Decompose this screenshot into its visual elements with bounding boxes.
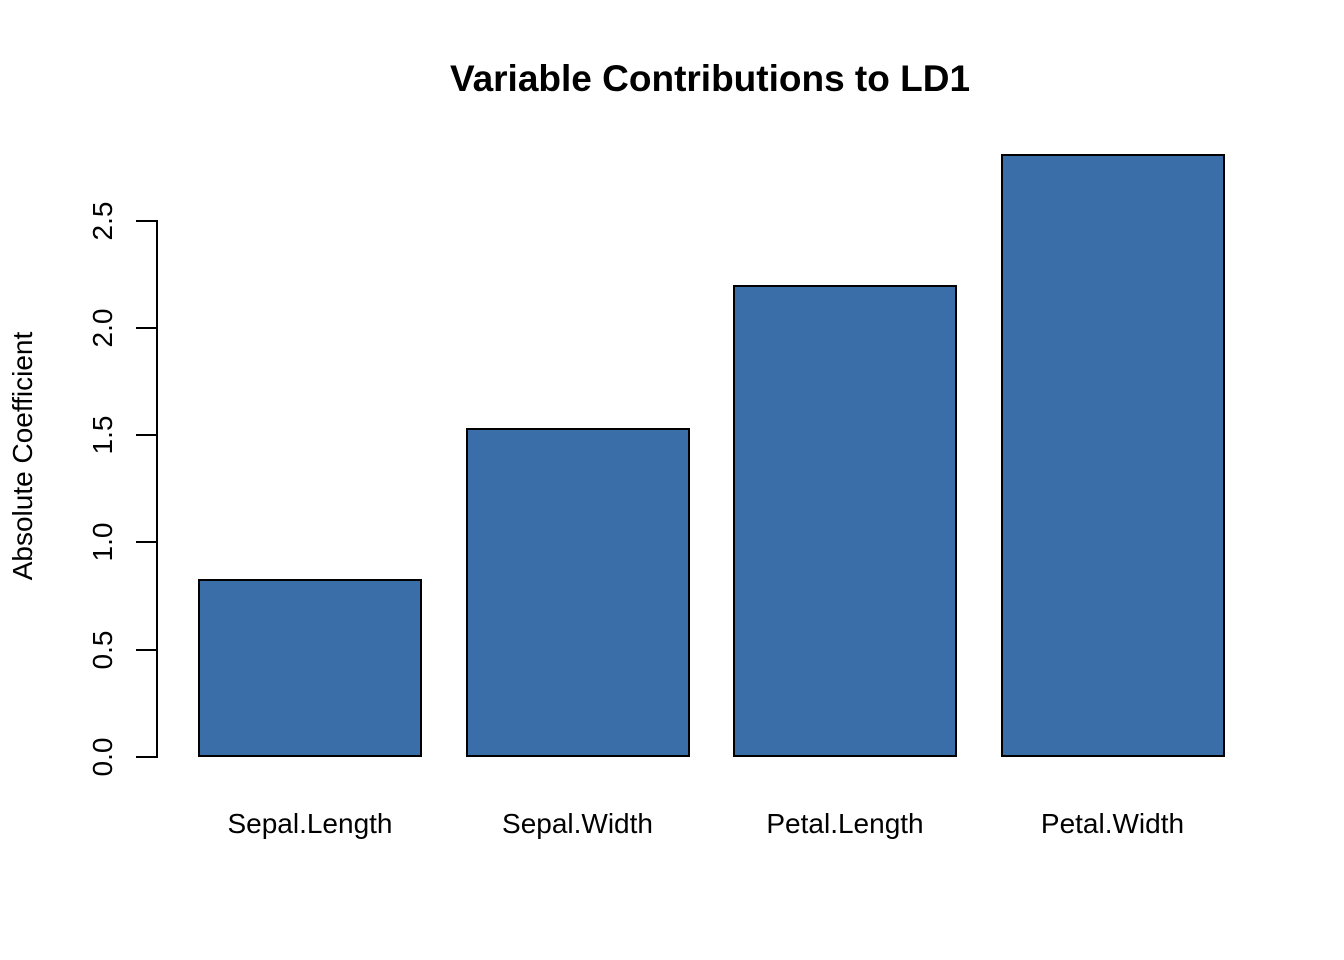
x-axis-label-petal-length: Petal.Length (766, 808, 924, 839)
y-axis-tick-label: 1.5 (87, 415, 118, 455)
y-axis-tick-label: 1.0 (87, 522, 118, 562)
y-axis-tick (136, 756, 156, 758)
x-axis-label-petal-width: Petal.Width (1040, 808, 1185, 839)
y-axis-tick (136, 326, 156, 329)
y-axis-tick (136, 219, 156, 222)
y-axis-tick-label: 0.5 (87, 630, 118, 670)
y-axis-tick-label: 2.0 (87, 308, 118, 348)
chart-title: Variable Contributions to LD1 (449, 58, 971, 99)
y-axis-tick (136, 541, 156, 544)
y-axis-tick-label: 2.5 (87, 201, 118, 241)
bar-petal-length (733, 284, 957, 757)
y-axis-tick (136, 434, 156, 437)
y-axis-tick-label: 0.0 (87, 737, 118, 777)
y-axis-line (156, 219, 158, 758)
bar-petal-width (1000, 154, 1225, 757)
bar-sepal-width (465, 427, 690, 757)
x-axis-label-sepal-length: Sepal.Length (227, 808, 393, 839)
bar-sepal-length (198, 579, 422, 757)
x-axis-label-sepal-width: Sepal.Width (502, 808, 653, 839)
y-axis-tick (136, 648, 156, 651)
